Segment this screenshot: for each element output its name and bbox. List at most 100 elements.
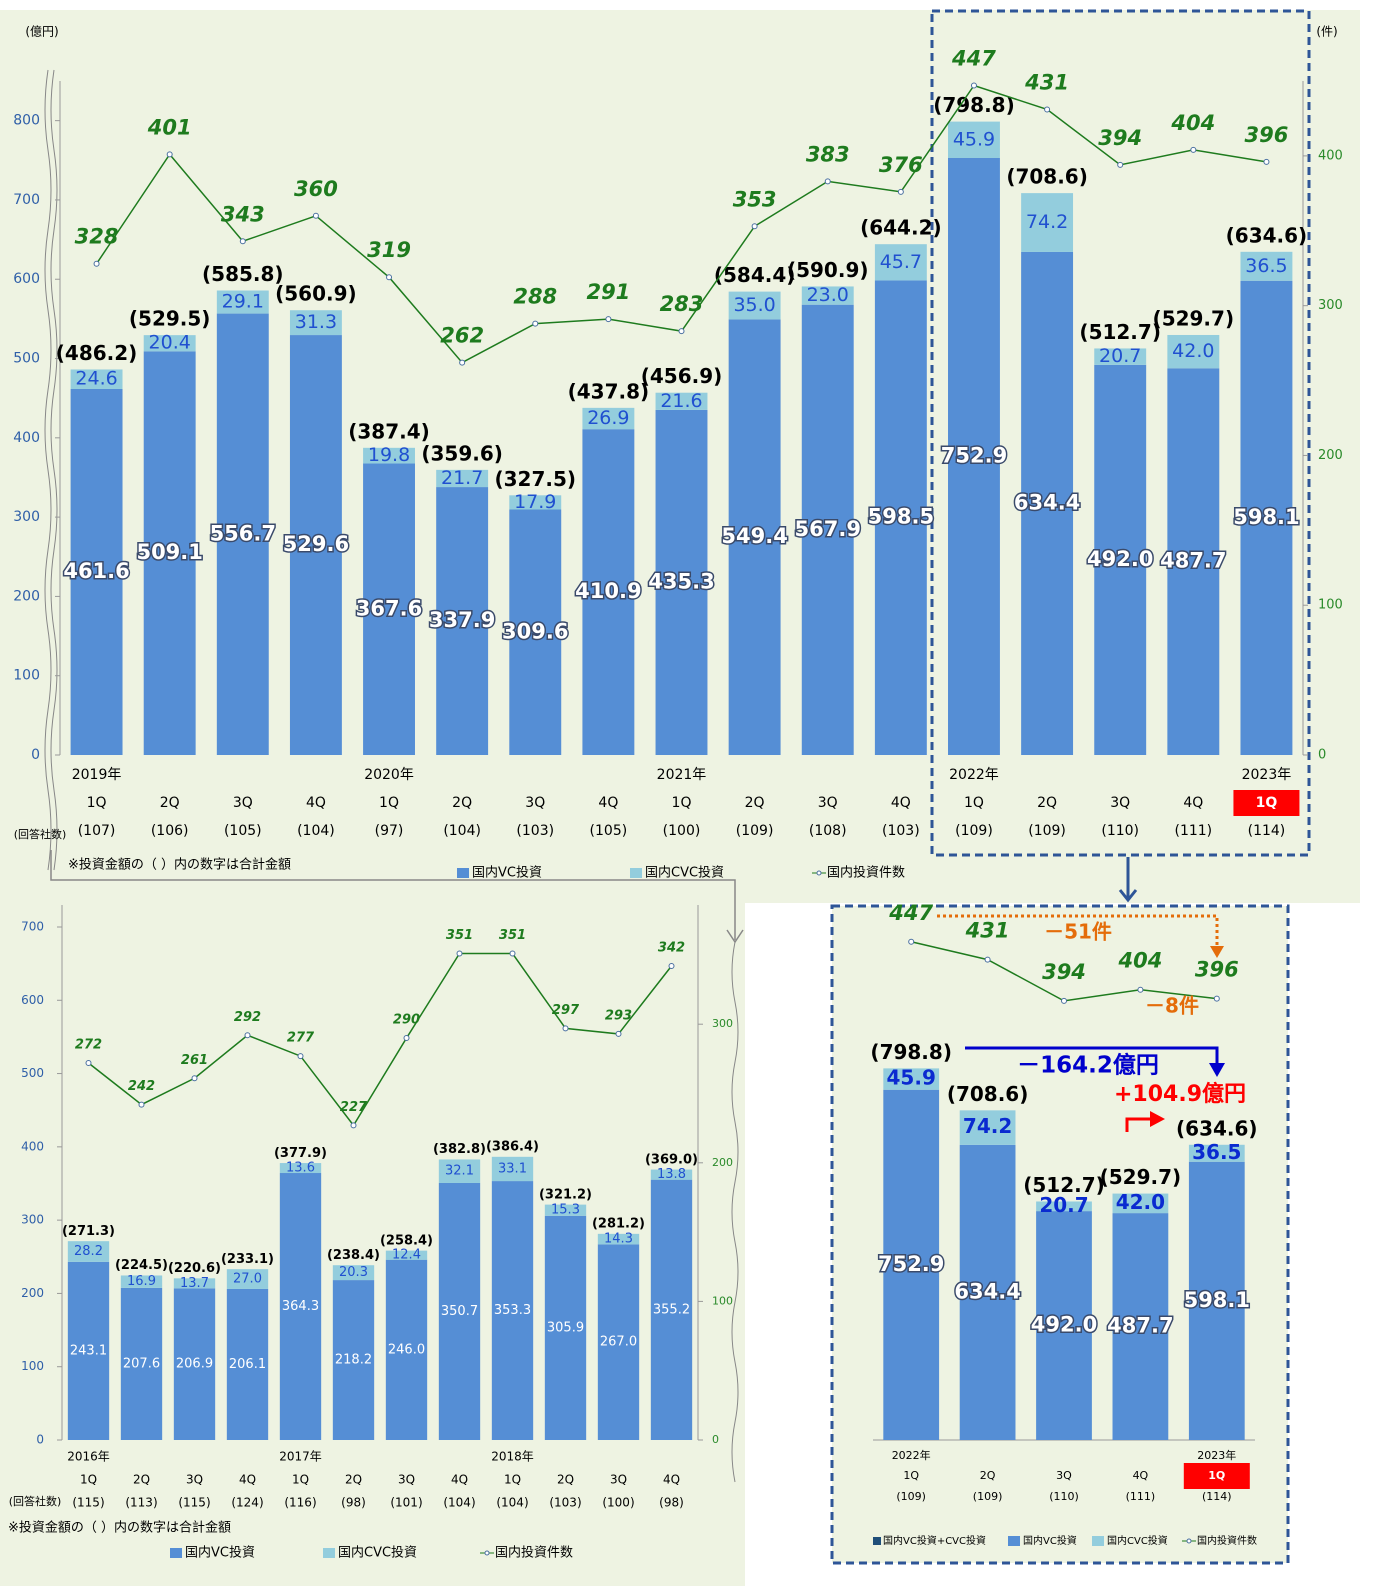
total-label: (798.8) [933,93,1015,117]
cvc-label: 16.9 [127,1274,156,1289]
cvc-label: 32.1 [445,1164,474,1179]
count-label: 394 [1098,126,1142,150]
total-label: (437.8) [568,379,650,403]
cvc-bar [1167,334,1220,369]
respondents: (108) [809,823,847,839]
annotation: －8件 [1145,994,1199,1018]
vc-bar [173,1288,216,1440]
vc-label: 353.3 [494,1303,531,1318]
count-marker [244,1032,251,1039]
total-label: (224.5) [115,1258,168,1273]
respondents: (110) [1049,1490,1079,1503]
total-label: (529.7) [1153,306,1235,330]
y-tick-label: 600 [13,271,40,287]
vc-bar [544,1215,587,1440]
respondents: (109) [736,823,774,839]
vc-bar [874,280,927,755]
count-label: 351 [499,928,526,943]
y-tick-label: 800 [13,113,40,129]
cvc-label: 36.5 [1245,255,1287,277]
count-label: 290 [393,1013,420,1028]
cvc-label: 20.3 [339,1265,368,1280]
count-label: 297 [552,1003,580,1018]
annotation: －164.2億円 [1017,1052,1159,1079]
x-tick-label: 1Q [672,795,692,811]
respondents: (100) [602,1496,634,1510]
respondents: (104) [496,1496,528,1510]
vc-bar [491,1181,534,1440]
legend-swatch [170,1548,182,1558]
note: ※投資金額の（ ）内の数字は合計金額 [68,857,291,873]
x-tick-label: 4Q [239,1473,256,1487]
vc-bar [120,1287,163,1440]
vc-label: 634.4 [954,1279,1020,1303]
total-label: (590.9) [787,258,869,282]
x-tick-label: 3Q [1110,795,1130,811]
count-marker [297,1053,304,1060]
cvc-bar [597,1233,640,1245]
year-label: 2017年 [279,1450,322,1464]
vc-bar [279,1173,322,1440]
y2-unit: (件) [1316,25,1337,39]
count-marker [751,223,758,230]
count-label: 431 [1024,70,1069,94]
legend-label: 国内CVC投資 [645,865,724,881]
total-label: (377.9) [274,1146,327,1161]
annotation-arrow [1209,1063,1225,1077]
x-tick-label: 2Q [133,1473,150,1487]
vc-label: 752.9 [878,1252,944,1276]
legend-label: 国内VC投資+CVC投資 [883,1534,986,1547]
cvc-label: 26.9 [587,407,629,429]
respondents: (109) [955,823,993,839]
cvc-bar [728,291,781,320]
total-label: (387.4) [348,419,430,443]
count-marker [562,1025,569,1032]
total-label: (585.8) [202,262,284,286]
total-label: (456.9) [641,364,723,388]
legend-swatch [873,1537,881,1545]
x-tick-label: 2Q [980,1469,996,1482]
respondents: (109) [1028,823,1066,839]
legend-label: 国内VC投資 [185,1545,255,1561]
vc-bar [438,1182,481,1440]
cvc-label: 20.7 [1099,345,1141,367]
vc-label: 492.0 [1031,1313,1097,1337]
vc-bar [1094,364,1147,755]
legend-label: 国内CVC投資 [1107,1534,1168,1547]
y-tick-label: 400 [21,1139,44,1153]
x-tick-label: 2Q [745,795,765,811]
highlight-cell [1233,790,1300,816]
x-tick-label: 3Q [818,795,838,811]
count-marker [1137,986,1144,993]
respondents: (115) [178,1496,210,1510]
x-tick-label: 3Q [525,795,545,811]
total-label: (708.6) [947,1082,1029,1106]
respondents: (100) [663,823,701,839]
count-label: 447 [888,901,933,925]
vc-bar [801,304,854,755]
count-marker [85,1060,92,1067]
cvc-bar [385,1250,428,1260]
total-label: (321.2) [539,1187,592,1202]
respondents: (106) [151,823,189,839]
vc-label: 509.1 [136,540,202,564]
vc-label: 243.1 [70,1343,107,1358]
year-label: 2020年 [364,767,414,783]
vc-bar [70,388,123,755]
y-tick-label: 0 [31,747,40,763]
cvc-label: 42.0 [1116,1190,1165,1214]
vc-label: 218.2 [335,1353,372,1368]
vc-label: 598.1 [1184,1288,1250,1312]
respondents: (98) [659,1496,684,1510]
note: ※投資金額の（ ）内の数字は合計金額 [8,1520,231,1536]
x-tick-label: 1Q [379,795,399,811]
legend-swatch [816,870,822,876]
total-label: (359.6) [421,441,503,465]
vc-label: 364.3 [282,1299,319,1314]
respondents: (103) [882,823,920,839]
count-marker [403,1035,410,1042]
vc-bar [959,1144,1016,1440]
y2-tick-label: 200 [712,1156,733,1169]
count-marker [970,82,977,89]
total-label: (584.4) [714,263,796,287]
